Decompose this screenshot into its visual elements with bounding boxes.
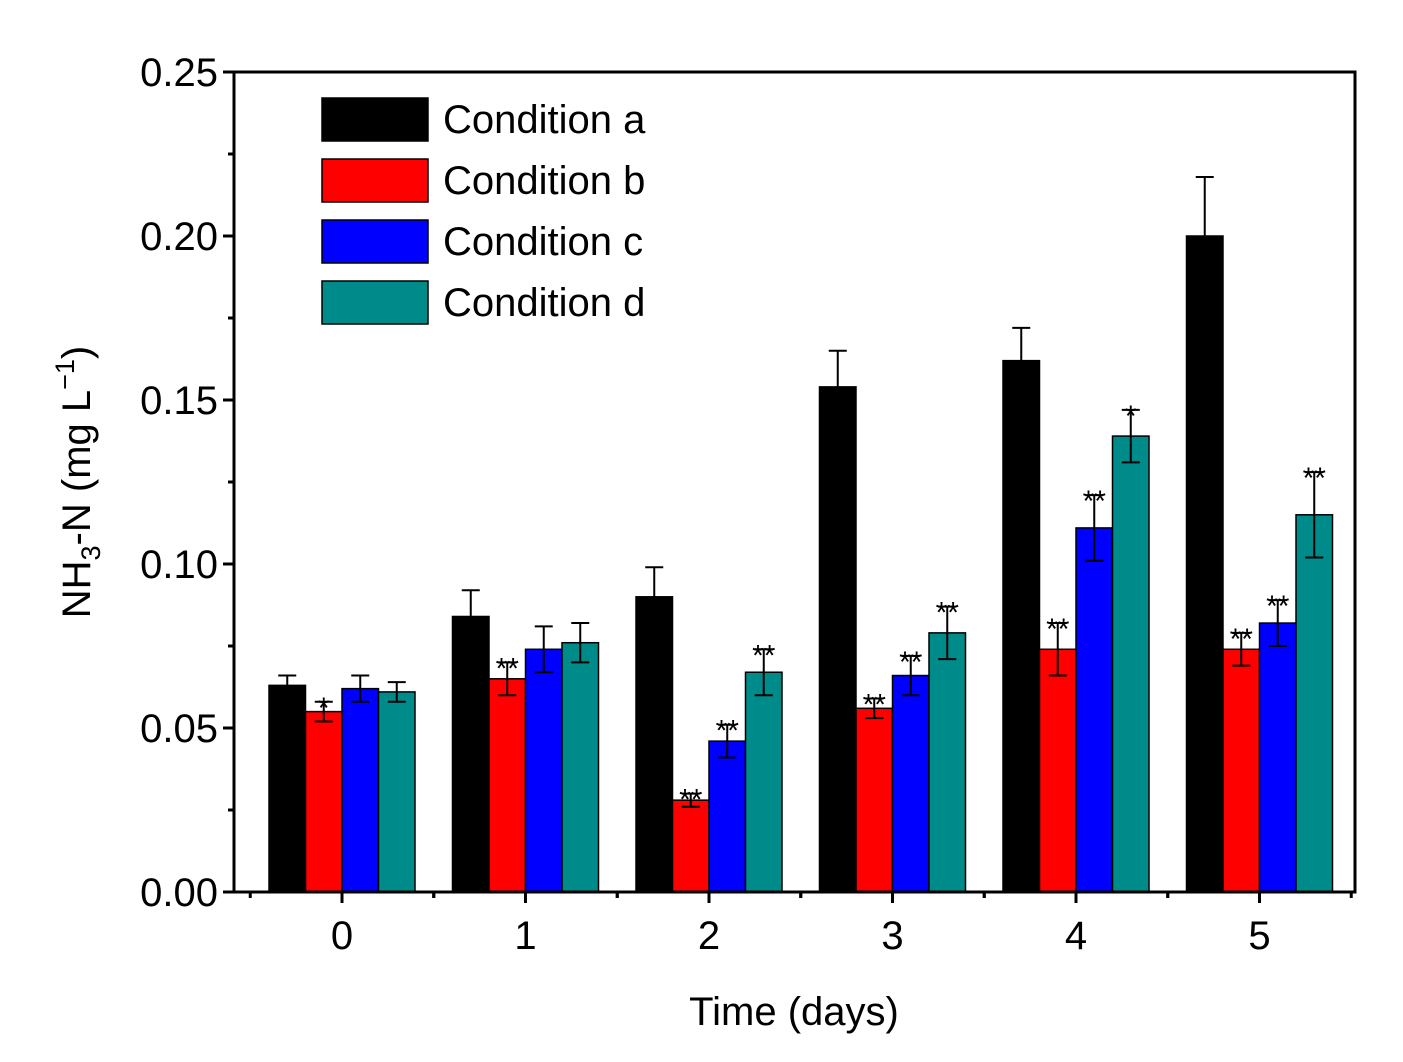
bar-condition-a-day-1 [451, 615, 490, 893]
legend-swatch-condition-b [321, 158, 429, 203]
bar-condition-b-day-1 [488, 678, 527, 893]
significance-mark-condition-b-day-0: * [318, 692, 330, 725]
bar-condition-b-day-5 [1222, 648, 1261, 893]
error-bar-condition-c-day-4 [1085, 494, 1104, 562]
significance-mark-condition-d-day-5: ** [1303, 462, 1327, 495]
error-bar-condition-a-day-1 [461, 589, 480, 644]
significance-mark-condition-b-day-1: ** [496, 652, 520, 685]
bar-condition-a-day-2 [635, 596, 674, 893]
bar-condition-a-day-5 [1185, 235, 1224, 893]
bar-condition-d-day-3 [928, 632, 967, 893]
significance-mark-condition-d-day-3: ** [936, 597, 960, 630]
error-bar-condition-d-day-0 [387, 681, 406, 703]
y-axis-title-middle: -N (mg L [55, 390, 99, 546]
error-bar-condition-a-day-5 [1195, 175, 1214, 297]
bar-condition-c-day-1 [524, 648, 563, 893]
error-bars-layer [278, 175, 1324, 808]
y-axis-title: NH3-N (mg L−1) [50, 346, 106, 619]
bar-condition-b-day-3 [855, 707, 894, 893]
x-tick-label: 3 [881, 914, 903, 958]
significance-mark-condition-d-day-4: * [1125, 400, 1137, 433]
legend-label-condition-b: Condition b [443, 159, 645, 203]
error-bar-condition-c-day-5 [1268, 599, 1287, 647]
bar-condition-d-day-2 [744, 671, 783, 893]
error-bar-condition-b-day-4 [1048, 622, 1067, 677]
y-tick-label: 0.00 [140, 871, 218, 915]
error-bar-condition-b-day-0 [314, 700, 333, 723]
bar-condition-d-day-1 [561, 641, 600, 893]
y-tick-label: 0.10 [140, 543, 218, 587]
significance-mark-condition-b-day-3: ** [863, 688, 887, 721]
significance-mark-condition-b-day-4: ** [1046, 613, 1070, 646]
error-bar-condition-c-day-3 [901, 654, 920, 697]
x-tick-label: 0 [331, 914, 353, 958]
legend: Condition a Condition b Condition c Conditi… [321, 97, 646, 325]
x-axis-title: Time (days) [689, 990, 899, 1034]
legend-swatch-condition-a [321, 97, 429, 142]
significance-mark-condition-c-day-4: ** [1083, 485, 1107, 518]
ticks-layer: 0.00 0.05 0.10 0.15 0.20 0.25 0 1 2 3 4 5 [140, 51, 1353, 958]
x-tick-label: 2 [698, 914, 720, 958]
significance-mark-condition-b-day-2: ** [679, 784, 703, 817]
bar-condition-b-day-2 [671, 799, 710, 893]
legend-label-condition-d: Condition d [443, 281, 645, 325]
error-bar-condition-a-day-2 [645, 566, 664, 628]
error-bar-condition-c-day-2 [718, 723, 737, 759]
error-bar-condition-d-day-1 [571, 622, 590, 664]
significance-layer: ********* ***************** [318, 400, 1326, 817]
error-bar-condition-d-day-4 [1121, 408, 1140, 464]
bar-condition-d-day-5 [1295, 514, 1334, 893]
error-bar-condition-b-day-5 [1232, 631, 1251, 667]
error-bar-condition-d-day-2 [754, 648, 773, 697]
bar-condition-d-day-4 [1111, 435, 1150, 893]
y-axis-title-suffix: ) [55, 346, 99, 359]
error-bar-condition-a-day-0 [278, 674, 297, 697]
bar-condition-c-day-5 [1258, 622, 1297, 893]
error-bar-condition-b-day-3 [865, 697, 884, 720]
error-bar-condition-d-day-3 [938, 605, 957, 661]
error-bar-condition-a-day-4 [1012, 326, 1031, 395]
significance-mark-condition-d-day-2: ** [752, 639, 776, 672]
y-tick-label: 0.25 [140, 51, 218, 95]
bar-condition-c-day-2 [708, 740, 747, 893]
error-bar-condition-c-day-0 [351, 674, 370, 703]
error-bar-condition-b-day-1 [498, 661, 517, 697]
bar-condition-a-day-3 [818, 386, 857, 893]
bar-condition-a-day-4 [1002, 359, 1041, 893]
y-tick-label: 0.20 [140, 215, 218, 259]
bars-layer [268, 235, 1334, 893]
error-bar-condition-c-day-1 [534, 625, 553, 674]
legend-label-condition-a: Condition a [443, 98, 646, 142]
legend-swatch-condition-d [321, 280, 429, 325]
bar-condition-c-day-4 [1075, 527, 1114, 893]
bar-condition-c-day-3 [891, 674, 930, 893]
y-tick-label: 0.15 [140, 379, 218, 423]
bar-condition-d-day-0 [377, 691, 416, 893]
x-tick-label: 5 [1248, 914, 1270, 958]
legend-label-condition-c: Condition c [443, 220, 643, 264]
bar-condition-a-day-0 [268, 684, 307, 893]
significance-mark-condition-b-day-5: ** [1230, 623, 1254, 656]
y-axis-title-subscript: 3 [76, 545, 106, 560]
bar-condition-b-day-4 [1038, 648, 1077, 893]
x-tick-label: 4 [1065, 914, 1087, 958]
legend-swatch-condition-c [321, 219, 429, 264]
y-axis-title-prefix: NH [55, 560, 99, 618]
error-bar-condition-a-day-3 [828, 349, 847, 424]
bar-condition-c-day-0 [341, 687, 380, 893]
significance-mark-condition-c-day-3: ** [899, 646, 923, 679]
significance-mark-condition-c-day-5: ** [1266, 590, 1290, 623]
bar-condition-b-day-0 [304, 710, 343, 893]
error-bar-condition-b-day-2 [681, 792, 700, 808]
y-tick-label: 0.05 [140, 707, 218, 751]
x-tick-label: 1 [514, 914, 536, 958]
significance-mark-condition-c-day-2: ** [716, 715, 740, 748]
y-axis-title-superscript: −1 [50, 359, 80, 390]
error-bar-condition-d-day-5 [1305, 471, 1324, 559]
